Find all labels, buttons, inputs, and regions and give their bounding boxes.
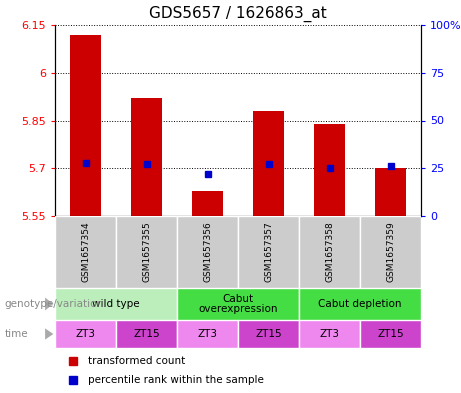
- Bar: [177, 320, 238, 348]
- Text: ZT15: ZT15: [377, 329, 404, 339]
- Text: GSM1657357: GSM1657357: [264, 222, 273, 283]
- Text: ZT15: ZT15: [255, 329, 282, 339]
- Bar: [55, 320, 116, 348]
- Title: GDS5657 / 1626863_at: GDS5657 / 1626863_at: [149, 6, 327, 22]
- Bar: [238, 216, 299, 288]
- Text: time: time: [5, 329, 28, 339]
- Bar: [314, 124, 345, 216]
- Text: GSM1657355: GSM1657355: [142, 222, 151, 283]
- Bar: [131, 98, 162, 216]
- Text: Cabut
overexpression: Cabut overexpression: [198, 294, 278, 314]
- Bar: [360, 320, 421, 348]
- Text: wild type: wild type: [92, 299, 140, 309]
- Bar: [238, 320, 299, 348]
- Bar: [70, 35, 101, 216]
- Polygon shape: [45, 329, 53, 340]
- Bar: [55, 288, 177, 320]
- Polygon shape: [45, 298, 53, 310]
- Bar: [55, 216, 116, 288]
- Text: GSM1657359: GSM1657359: [386, 222, 395, 283]
- Bar: [299, 288, 421, 320]
- Bar: [299, 216, 360, 288]
- Bar: [192, 191, 223, 216]
- Text: GSM1657356: GSM1657356: [203, 222, 212, 283]
- Bar: [375, 168, 406, 216]
- Text: ZT3: ZT3: [319, 329, 339, 339]
- Bar: [116, 216, 177, 288]
- Bar: [116, 320, 177, 348]
- Text: ZT3: ZT3: [76, 329, 95, 339]
- Text: Cabut depletion: Cabut depletion: [318, 299, 402, 309]
- Bar: [299, 320, 360, 348]
- Text: GSM1657354: GSM1657354: [81, 222, 90, 282]
- Bar: [360, 216, 421, 288]
- Bar: [177, 288, 299, 320]
- Text: ZT15: ZT15: [133, 329, 160, 339]
- Text: percentile rank within the sample: percentile rank within the sample: [88, 375, 264, 386]
- Bar: [177, 216, 238, 288]
- Text: GSM1657358: GSM1657358: [325, 222, 334, 283]
- Text: genotype/variation: genotype/variation: [5, 299, 104, 309]
- Text: transformed count: transformed count: [88, 356, 185, 365]
- Bar: [253, 111, 284, 216]
- Text: ZT3: ZT3: [197, 329, 218, 339]
